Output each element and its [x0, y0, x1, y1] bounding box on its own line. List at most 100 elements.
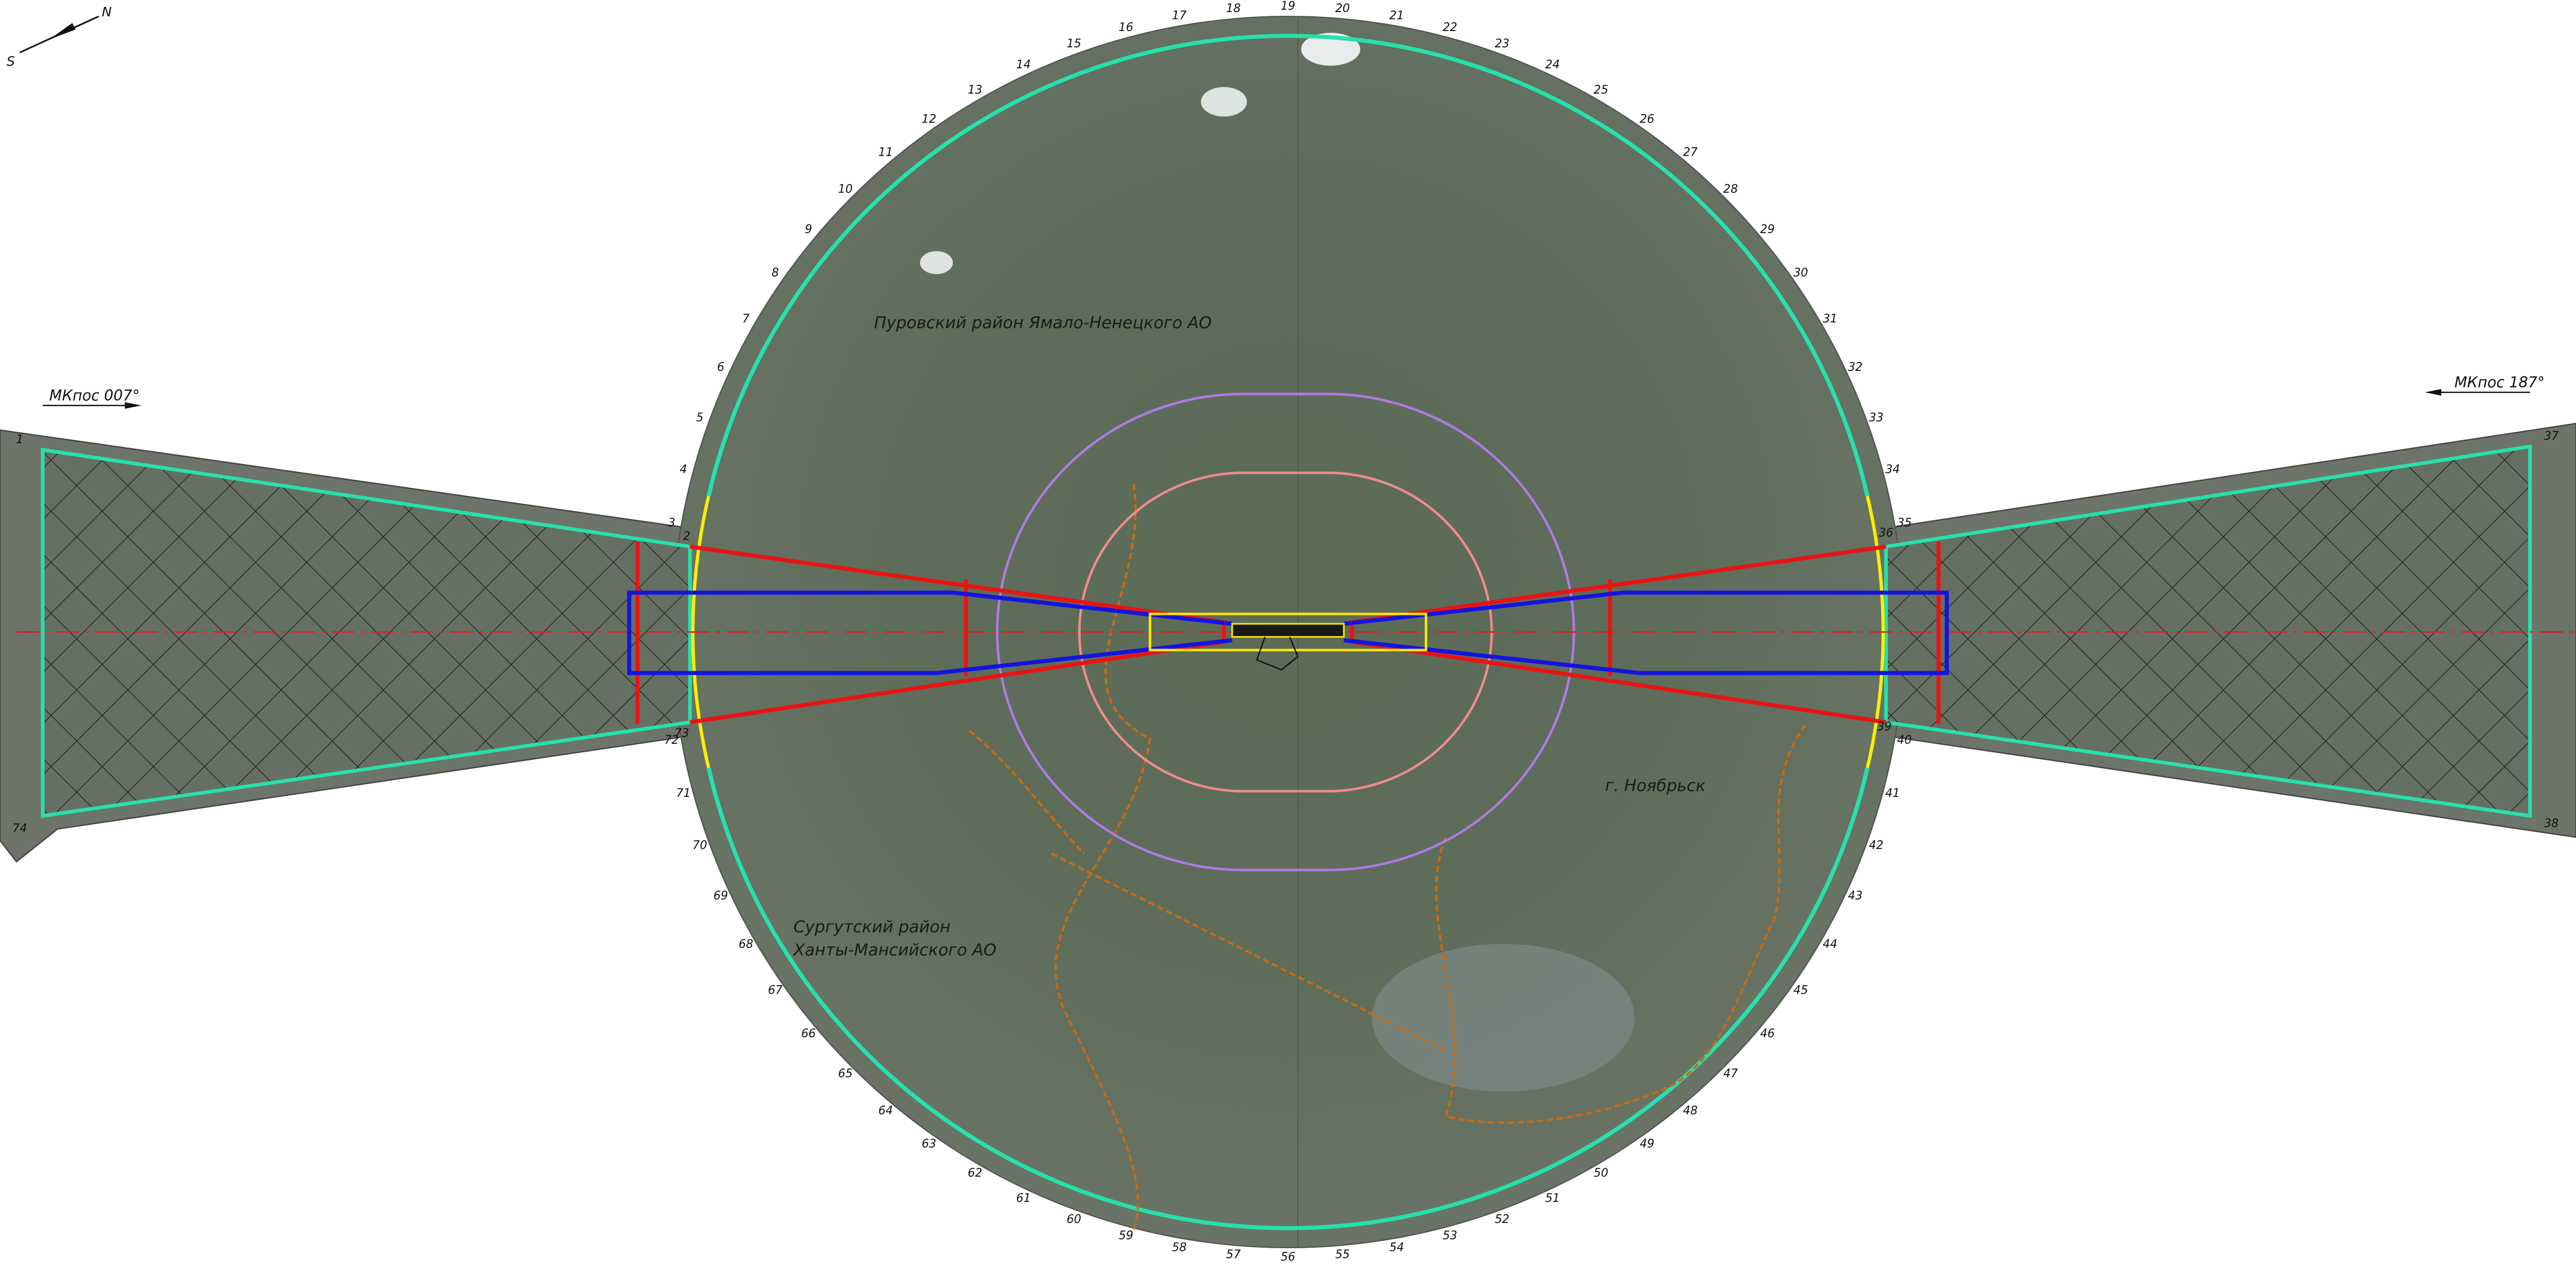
heading-arrow: [125, 402, 142, 409]
point-label: 60: [1066, 1213, 1081, 1226]
point-label: 21: [1390, 9, 1404, 23]
point-label: 26: [1639, 113, 1654, 126]
point-label: 67: [768, 984, 783, 997]
point-label: 38: [2544, 817, 2559, 831]
point-label: 11: [878, 146, 893, 159]
point-label: 33: [1869, 411, 1884, 424]
left-red-zone: [689, 544, 1226, 725]
approach-zones: [627, 541, 1949, 725]
point-label: 8: [772, 267, 779, 280]
point-label: 18: [1226, 2, 1241, 15]
point-label: 12: [922, 113, 937, 126]
city-label: г. Ноябрьск: [1605, 776, 1706, 795]
compass-north: N: [102, 4, 112, 19]
point-label: 9: [805, 223, 812, 236]
left-blue-zone: [627, 590, 1233, 675]
right-blue-zone: [1343, 590, 1949, 675]
point-label: 45: [1794, 984, 1808, 997]
point-label: 5: [696, 411, 703, 424]
right-red-zone: [1350, 544, 1887, 725]
point-label: 25: [1594, 84, 1608, 97]
point-label: 69: [713, 889, 728, 903]
point-label: 55: [1335, 1248, 1350, 1261]
point-label: 62: [968, 1167, 982, 1180]
point-label: 56: [1281, 1251, 1295, 1264]
region-label: Ханты-Мансийского АО: [792, 941, 997, 959]
point-label: 53: [1443, 1229, 1457, 1242]
point-label: 24: [1545, 58, 1560, 72]
compass: N S: [6, 4, 112, 69]
point-label: 30: [1794, 267, 1808, 280]
point-label: 63: [922, 1137, 937, 1150]
heading-arrow: [2424, 389, 2441, 396]
point-label: 46: [1760, 1027, 1775, 1040]
point-label: 35: [1897, 517, 1912, 530]
point-label: 41: [1885, 787, 1900, 800]
region-label: Пуровский район Ямало-Ненецкого АО: [874, 314, 1212, 332]
cloud: [1201, 87, 1247, 117]
compass-south: S: [6, 54, 15, 69]
right-hatched-zone: [1884, 444, 2532, 818]
heading-left: МКпос 007°: [43, 387, 142, 409]
point-label: 2: [683, 530, 690, 543]
point-label: 22: [1443, 21, 1457, 34]
point-label: 3: [668, 517, 675, 530]
city-area: [1372, 944, 1635, 1092]
point-label: 34: [1885, 463, 1900, 477]
boundary-arc: [706, 34, 1870, 1230]
heading-label: МКпос 187°: [2454, 374, 2545, 391]
cloud: [1301, 33, 1361, 66]
point-label: 6: [717, 361, 724, 374]
point-label: 28: [1723, 183, 1738, 196]
point-label: 37: [2544, 430, 2559, 443]
point-label: 31: [1823, 312, 1837, 326]
point-label: 65: [838, 1067, 853, 1080]
left-hatched-zone: [41, 448, 692, 818]
point-label: 23: [1495, 37, 1510, 50]
point-label: 39: [1877, 721, 1892, 734]
compass-head: [49, 23, 76, 39]
airport-area: [1256, 636, 1299, 671]
point-label: 70: [692, 839, 707, 852]
point-label: 44: [1823, 938, 1837, 951]
point-label: 29: [1760, 223, 1775, 236]
point-label: 51: [1545, 1192, 1560, 1205]
point-label: 68: [739, 938, 753, 951]
runway: [1231, 623, 1345, 638]
point-label: 52: [1495, 1213, 1510, 1226]
point-label: 48: [1683, 1104, 1698, 1117]
point-label: 43: [1848, 889, 1863, 903]
heading-right: МКпос 187°: [2424, 374, 2545, 396]
point-label: 58: [1172, 1241, 1187, 1254]
point-label: 32: [1848, 361, 1863, 374]
point-label: 64: [878, 1104, 893, 1117]
cloud: [920, 251, 953, 275]
point-label: 59: [1119, 1229, 1133, 1242]
point-label: 19: [1281, 0, 1295, 13]
point-label: 14: [1016, 58, 1031, 72]
point-label: 20: [1335, 2, 1350, 15]
point-label: 1: [16, 433, 24, 446]
point-label: 47: [1723, 1067, 1738, 1080]
point-label: 72: [665, 734, 679, 747]
point-label: 13: [968, 84, 982, 97]
point-label: 40: [1897, 734, 1912, 747]
point-label: 61: [1016, 1192, 1031, 1205]
point-label: 54: [1390, 1241, 1404, 1254]
point-label: 36: [1879, 527, 1894, 540]
district-boundary: [968, 484, 1808, 1232]
point-label: 74: [13, 822, 27, 835]
point-label: 57: [1226, 1248, 1241, 1261]
region-label: Сургутский район: [793, 918, 950, 937]
runway-strip: [1149, 612, 1427, 652]
point-label: 16: [1119, 21, 1133, 34]
point-label: 50: [1594, 1167, 1608, 1180]
point-label: 4: [680, 463, 687, 477]
point-label: 73: [675, 727, 689, 740]
point-label: 17: [1172, 9, 1187, 23]
point-label: 27: [1683, 146, 1698, 159]
point-label: 49: [1639, 1137, 1654, 1150]
point-label: 42: [1869, 839, 1884, 852]
